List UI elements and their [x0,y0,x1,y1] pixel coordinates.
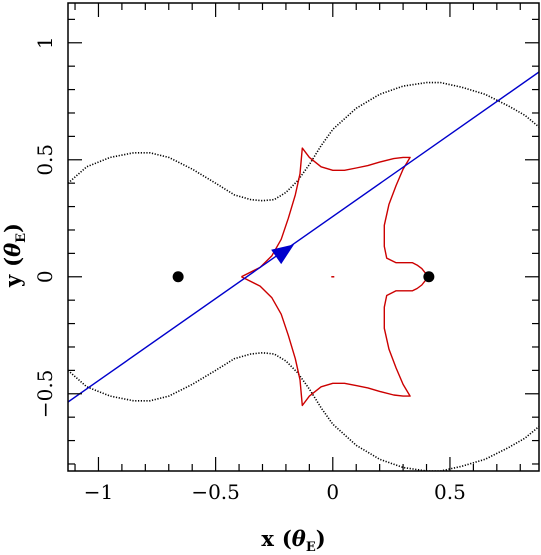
lens-point-0 [172,271,184,283]
source-trajectory-3 [68,71,539,403]
x-axis-label-var: x [261,526,274,551]
y-tick-label: 0 [33,270,57,283]
plot-content [68,71,539,471]
x-axis-label-unit: θ [292,526,306,551]
x-tick-label: −0.5 [191,480,240,504]
y-axis-label-unit: θ [0,243,25,257]
x-tick-label: 0 [326,480,339,504]
y-axis-label-var: y [0,274,25,288]
y-axis-label: y(θE) [0,223,29,288]
x-tick-label: −1 [84,480,113,504]
critical-curve-0 [68,81,539,202]
critical-curve-1 [68,351,539,471]
y-tick-label: 1 [33,36,57,49]
plot-frame [67,2,540,472]
y-tick-label: −0.5 [33,369,57,418]
y-axis-label-unit-sub: E [14,233,29,243]
x-tick-label: 0.5 [434,480,466,504]
tick-labels: −1 −0.5 0 0.5 −0.5 0 0.5 1 [33,36,466,504]
axis-ticks [68,3,539,471]
y-tick-label: 0.5 [33,144,57,176]
x-axis-label: x (θE) [261,526,325,555]
x-axis-label-unit-sub: E [306,540,316,555]
trajectory-arrow [271,244,295,265]
lens-point-1 [423,271,435,283]
